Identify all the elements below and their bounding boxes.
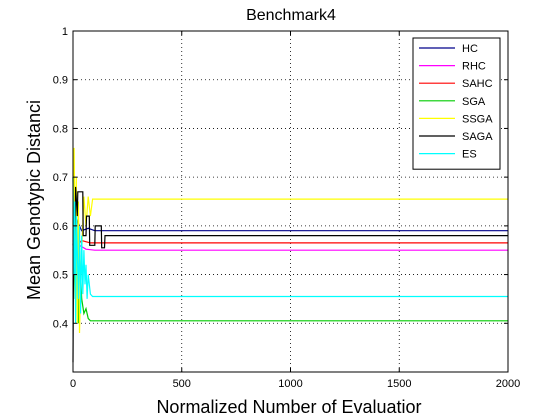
x-tick-label: 500 xyxy=(173,378,191,390)
x-tick-label: 0 xyxy=(70,378,76,390)
x-tick-label: 2000 xyxy=(496,378,520,390)
y-tick-label: 1 xyxy=(62,26,68,38)
legend: HC RHC SAHC SGA SSGA SAGA ES xyxy=(413,38,500,169)
legend-label-saga: SAGA xyxy=(462,131,493,143)
y-tick-label: 0.7 xyxy=(53,172,68,184)
y-axis-label: Mean Genotypic Distanci xyxy=(24,100,44,300)
legend-label-rhc: RHC xyxy=(462,61,486,73)
y-tick-label: 0.8 xyxy=(53,123,68,135)
x-tick-label: 1500 xyxy=(387,378,411,390)
chart-title: Benchmark4 xyxy=(246,7,336,24)
y-tick-label: 0.5 xyxy=(53,270,68,282)
y-tick-label: 0.6 xyxy=(53,221,68,233)
legend-label-es: ES xyxy=(462,149,477,161)
legend-box xyxy=(413,38,500,169)
legend-label-ssga: SSGA xyxy=(462,113,493,125)
legend-label-sga: SGA xyxy=(462,96,486,108)
legend-label-sahc: SAHC xyxy=(462,78,493,90)
y-tick-label: 0.4 xyxy=(53,318,68,330)
x-tick-label: 1000 xyxy=(278,378,302,390)
y-tick-label: 0.9 xyxy=(53,75,68,87)
legend-label-hc: HC xyxy=(462,43,478,55)
x-axis-label: Normalized Number of Evaluatior xyxy=(156,397,421,417)
